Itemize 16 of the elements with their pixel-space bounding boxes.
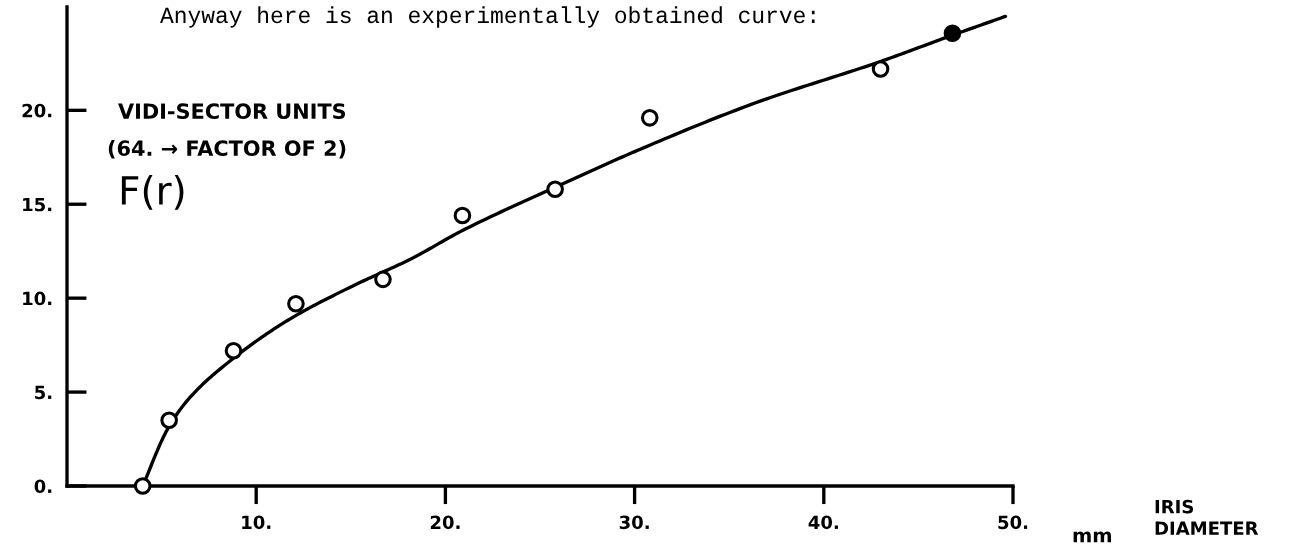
y-axis-title: F(r) <box>121 175 184 210</box>
chart-title: Anyway here is an experimentally obtained curve: <box>160 6 815 28</box>
y-tick-label: 20. <box>22 103 52 118</box>
text: IRIS DIAMETER <box>1155 499 1259 535</box>
x-tick-label: 50. <box>998 515 1028 530</box>
text: mm <box>1073 531 1111 543</box>
annotation: VIDI-SECTOR UNITS <box>118 103 346 120</box>
y-tick-label: 10. <box>23 291 52 306</box>
y-tick-label: 0. <box>34 479 52 494</box>
x-tick-label: 10. <box>242 515 271 530</box>
x-tick-label: 40. <box>808 515 838 530</box>
y-tick-label: 15. <box>23 197 52 212</box>
x-tick-label: 30. <box>619 515 649 530</box>
x-tick-label: 20. <box>430 515 460 530</box>
annotation: (64. → FACTOR OF 2) <box>108 139 346 159</box>
y-tick-label: 5. <box>35 385 52 400</box>
